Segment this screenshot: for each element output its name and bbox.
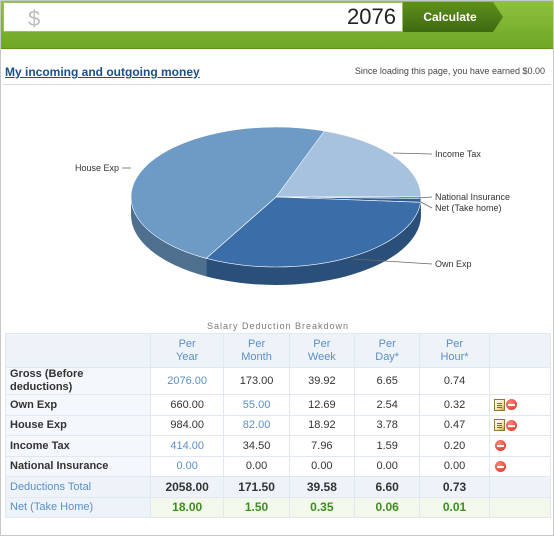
value-cell: 660.00 [149, 394, 225, 416]
total-value: 2058.00 [149, 476, 225, 498]
row-label: Income Tax [5, 435, 151, 457]
total-value: 0.35 [288, 496, 356, 518]
total-value: 1.50 [223, 496, 290, 518]
table-row: Income Tax 414.00 34.50 7.96 1.59 0.20 [5, 435, 552, 457]
value-cell: 984.00 [149, 414, 225, 436]
pie-label: Net (Take home) [435, 203, 502, 213]
row-actions [488, 367, 552, 395]
pie-leader-line [392, 152, 433, 155]
value-cell: 0.00 [288, 455, 356, 477]
row-actions [488, 496, 552, 518]
column-header: Per Day* [354, 333, 421, 368]
value-cell: 34.50 [223, 435, 290, 457]
editable-value[interactable]: 82.00 [223, 414, 290, 436]
deductions-total-row: Deductions Total 2058.00 171.50 39.58 6.60 0.… [5, 476, 552, 498]
value-cell: 173.00 [223, 367, 290, 395]
total-value: 18.00 [149, 496, 225, 518]
currency-symbol: $ [28, 6, 41, 31]
page-title-link[interactable]: My incoming and outgoing money [5, 65, 200, 79]
pie-label: Own Exp [435, 259, 472, 269]
pie-label: House Exp [75, 163, 119, 173]
pie-leader-line [352, 258, 433, 265]
value-cell: 0.00 [223, 455, 290, 477]
column-header: Per Week [288, 333, 356, 368]
row-label: House Exp [5, 414, 151, 436]
value-cell: 0.00 [354, 455, 421, 477]
pie-slice-own-exp [205, 196, 421, 268]
table-row: National Insurance 0.00 0.00 0.00 0.00 0.00 [5, 455, 552, 477]
row-label: Deductions Total [5, 476, 151, 498]
table-header-row: Per Year Per Month Per Week Per Day* Per Hour… [5, 333, 552, 368]
table-row: Own Exp 660.00 55.00 12.69 2.54 0.32 [5, 394, 552, 416]
total-value: 0.01 [419, 496, 490, 518]
row-actions [488, 455, 552, 477]
pie-side-house-exp [131, 197, 207, 277]
row-label: Gross (Before deductions) [5, 367, 151, 395]
delete-icon[interactable] [505, 399, 517, 411]
earned-text: Since loading this page, you have earned… [354, 66, 545, 76]
value-cell: 1.59 [354, 435, 421, 457]
header-actions [488, 333, 552, 368]
row-label: Net (Take Home) [5, 496, 151, 518]
salary-bar: $ Calculate [1, 1, 553, 49]
pie-side-own-exp [206, 202, 421, 285]
column-header: Per Year [149, 333, 225, 368]
value-cell: 0.74 [419, 367, 490, 395]
edit-icon[interactable] [493, 398, 505, 411]
pie-label: Income Tax [435, 149, 481, 159]
table-title: Salary Deduction Breakdown [206, 321, 350, 331]
divider [3, 84, 551, 85]
editable-value[interactable]: 55.00 [223, 394, 290, 416]
calculate-button[interactable]: Calculate [403, 2, 503, 32]
total-value: 39.58 [288, 476, 356, 498]
value-cell: 6.65 [354, 367, 421, 395]
delete-icon[interactable] [494, 440, 506, 452]
delete-icon[interactable] [505, 419, 517, 431]
value-cell: 2.54 [354, 394, 421, 416]
value-cell: 12.69 [288, 394, 356, 416]
row-label: Own Exp [5, 394, 151, 416]
editable-value[interactable]: 2076.00 [149, 367, 225, 395]
editable-value[interactable]: 414.00 [149, 435, 225, 457]
header-blank [5, 333, 151, 368]
total-value: 0.06 [354, 496, 421, 518]
row-label: National Insurance [5, 455, 151, 477]
total-value: 171.50 [223, 476, 290, 498]
pie-label: National Insurance [435, 192, 510, 202]
row-actions [488, 394, 552, 416]
delete-icon[interactable] [494, 460, 506, 472]
salary-input-box: $ [3, 2, 403, 32]
value-cell: 0.47 [419, 414, 490, 436]
table-row: Gross (Before deductions) 2076.00 173.00 39… [5, 367, 552, 395]
value-cell: 3.78 [354, 414, 421, 436]
table-row: House Exp 984.00 82.00 18.92 3.78 0.47 [5, 414, 552, 436]
column-header: Per Hour* [419, 333, 490, 368]
row-actions [488, 435, 552, 457]
total-value: 0.73 [419, 476, 490, 498]
breakdown-table: Per Year Per Month Per Week Per Day* Per Hour… [5, 333, 552, 518]
pie-leader-line [418, 200, 433, 209]
net-take-home-row: Net (Take Home) 18.00 1.50 0.35 0.06 0.01 [5, 496, 552, 518]
editable-value[interactable]: 0.00 [149, 455, 225, 477]
edit-icon[interactable] [493, 419, 505, 432]
value-cell: 18.92 [288, 414, 356, 436]
row-actions [488, 414, 552, 436]
row-actions [488, 476, 552, 498]
value-cell: 39.92 [288, 367, 356, 395]
column-header: Per Month [223, 333, 290, 368]
value-cell: 0.00 [419, 455, 490, 477]
total-value: 6.60 [354, 476, 421, 498]
pie-leader-line [418, 196, 433, 199]
pie-slice-house-exp [130, 126, 325, 259]
value-cell: 0.20 [419, 435, 490, 457]
pie-chart: House Exp Income Tax National InsuranceNet… [75, 126, 510, 285]
salary-input[interactable] [96, 4, 396, 30]
value-cell: 0.32 [419, 394, 490, 416]
value-cell: 7.96 [288, 435, 356, 457]
